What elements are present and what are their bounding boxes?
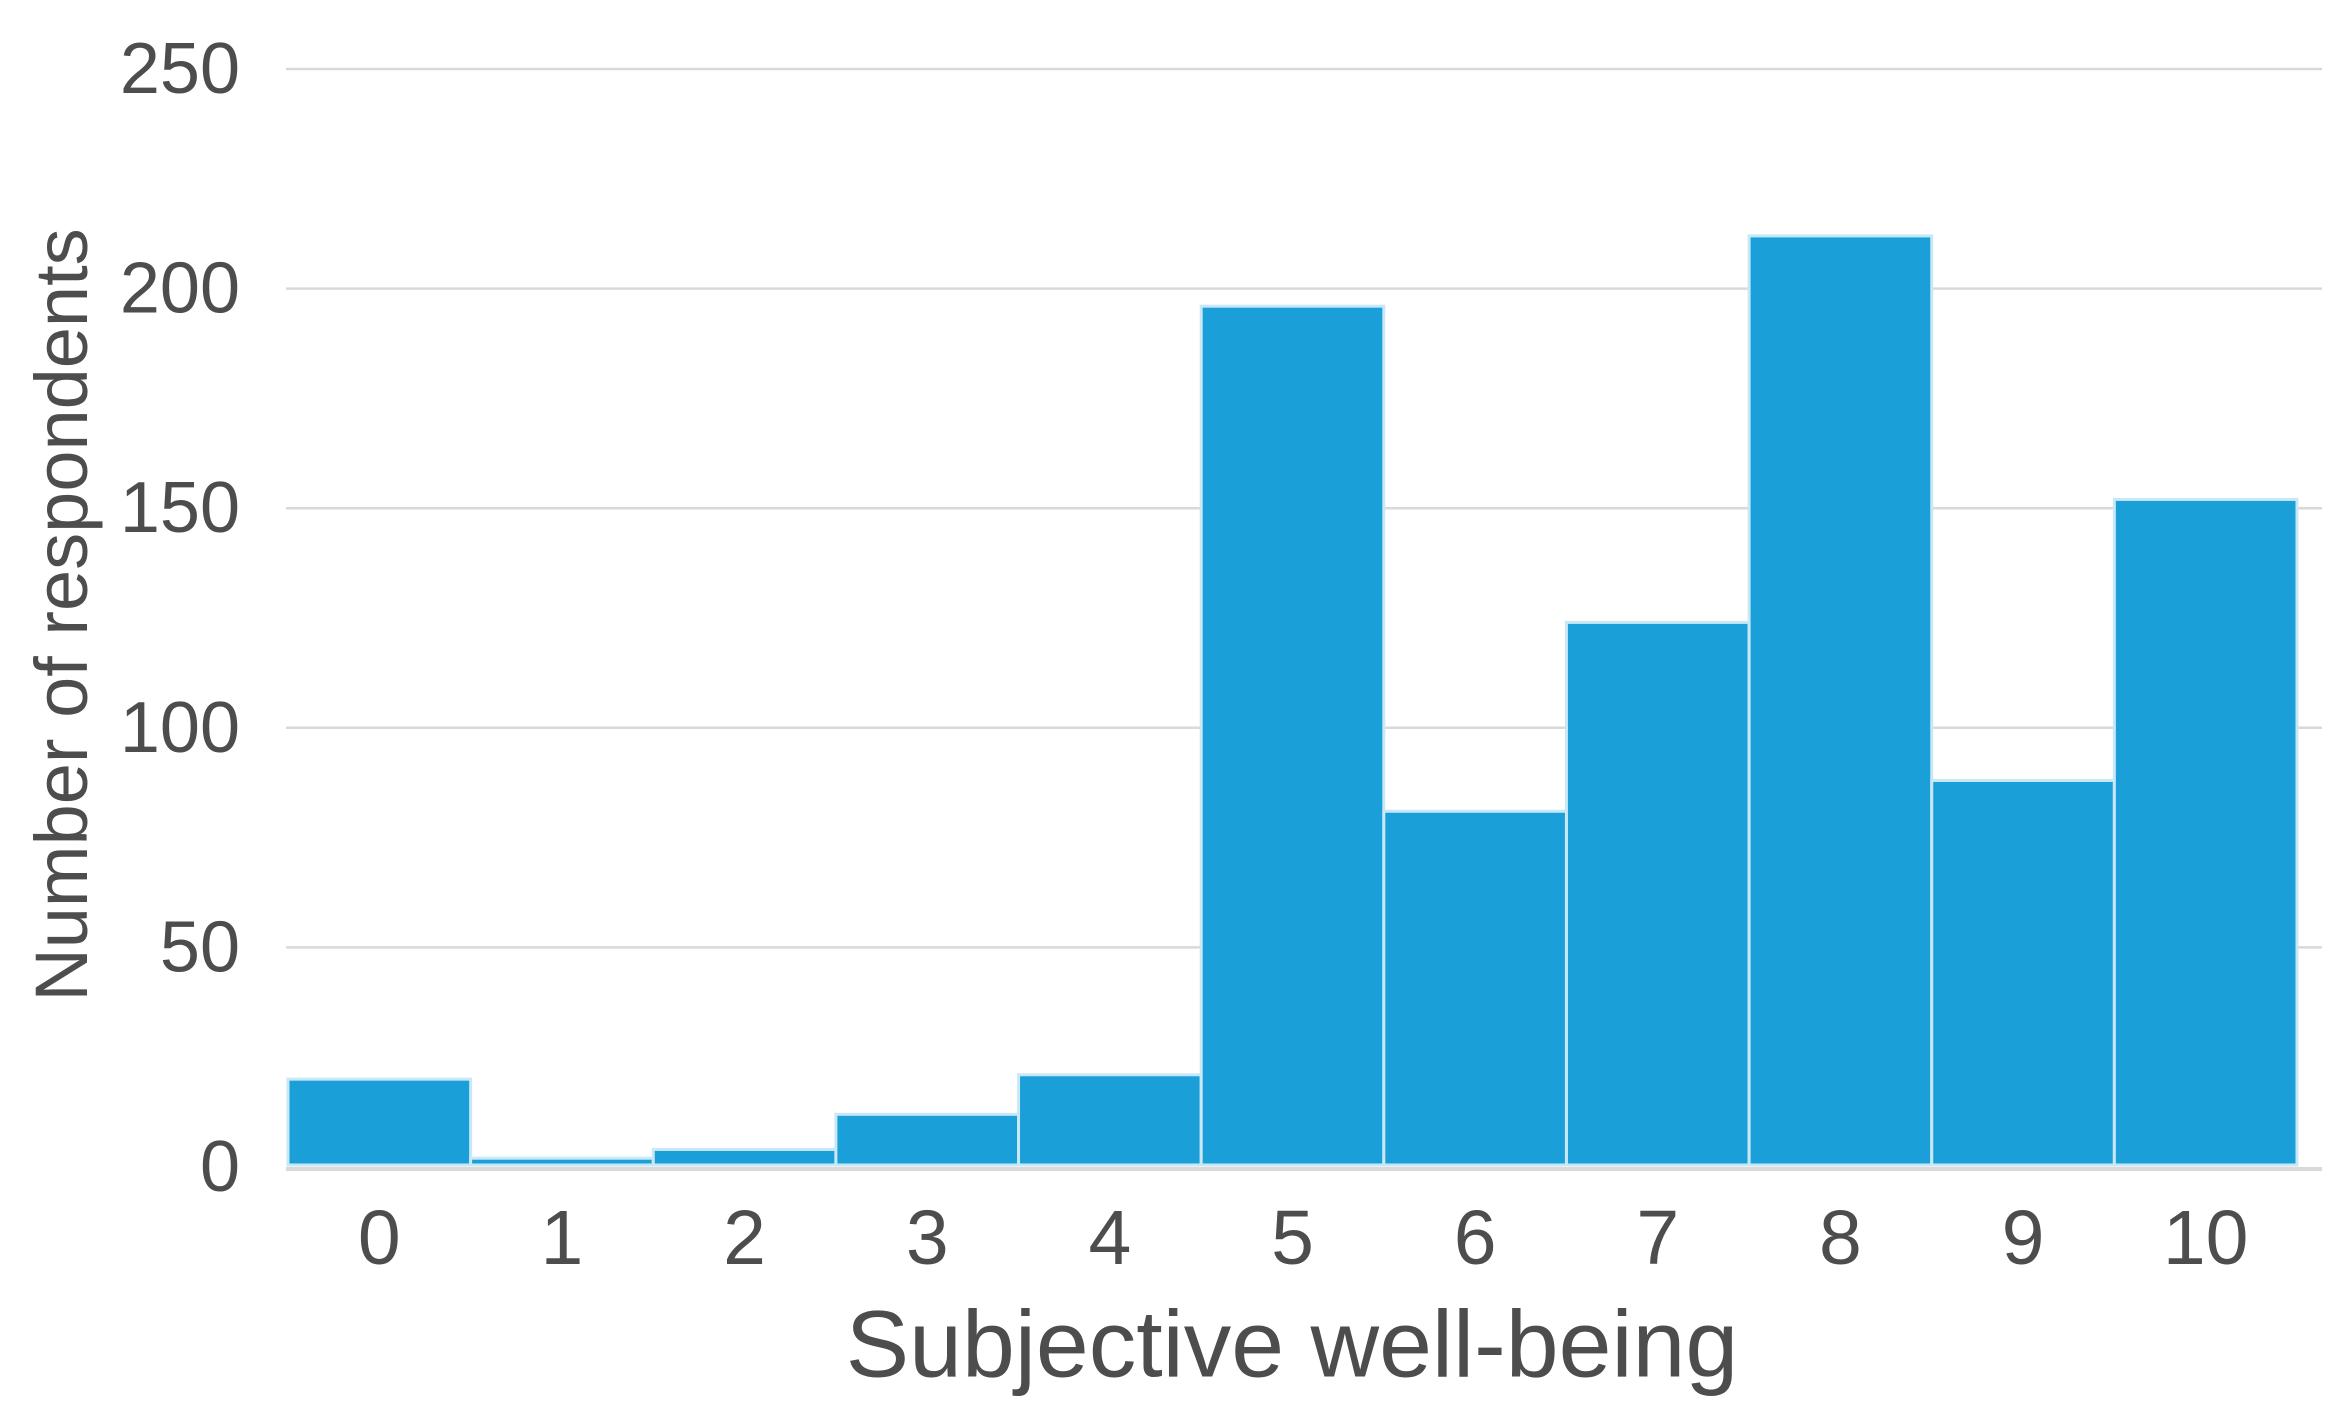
x-tick-label-2: 2 bbox=[723, 1195, 766, 1281]
bar-6 bbox=[1382, 809, 1568, 1167]
y-tick-label-0: 0 bbox=[200, 1127, 240, 1207]
bar-2 bbox=[651, 1147, 838, 1167]
x-tick-label-7: 7 bbox=[1636, 1195, 1679, 1281]
y-tick-labels-group: 0 50 100 150 200 250 bbox=[120, 29, 240, 1207]
bar-7 bbox=[1564, 620, 1751, 1167]
y-tick-label-200: 200 bbox=[120, 249, 240, 329]
bar-8 bbox=[1747, 234, 1934, 1167]
y-tick-label-50: 50 bbox=[160, 907, 240, 987]
y-tick-label-250: 250 bbox=[120, 29, 240, 109]
bars-group bbox=[286, 234, 2299, 1167]
x-tick-label-6: 6 bbox=[1454, 1195, 1497, 1281]
x-tick-label-10: 10 bbox=[2163, 1195, 2249, 1281]
bar-10 bbox=[2112, 497, 2299, 1167]
y-tick-label-150: 150 bbox=[120, 468, 240, 548]
bar-9 bbox=[1930, 779, 2116, 1167]
bar-1 bbox=[469, 1156, 655, 1167]
x-tick-label-9: 9 bbox=[2002, 1195, 2045, 1281]
y-tick-label-100: 100 bbox=[120, 688, 240, 768]
x-axis-title: Subjective well-being bbox=[845, 1291, 1739, 1398]
x-tick-label-5: 5 bbox=[1271, 1195, 1314, 1281]
bar-5 bbox=[1199, 304, 1386, 1167]
x-tick-labels-group: 0 1 2 3 4 5 6 7 8 9 10 bbox=[358, 1195, 2249, 1281]
y-axis-title: Number of respondents bbox=[20, 228, 103, 1002]
bar-3 bbox=[834, 1112, 1021, 1167]
x-tick-label-3: 3 bbox=[906, 1195, 949, 1281]
bar-0 bbox=[286, 1077, 473, 1167]
x-tick-label-1: 1 bbox=[541, 1195, 584, 1281]
x-tick-label-4: 4 bbox=[1088, 1195, 1131, 1281]
bar-4 bbox=[1017, 1073, 1203, 1167]
x-tick-label-8: 8 bbox=[1819, 1195, 1862, 1281]
x-tick-label-0: 0 bbox=[358, 1195, 401, 1281]
